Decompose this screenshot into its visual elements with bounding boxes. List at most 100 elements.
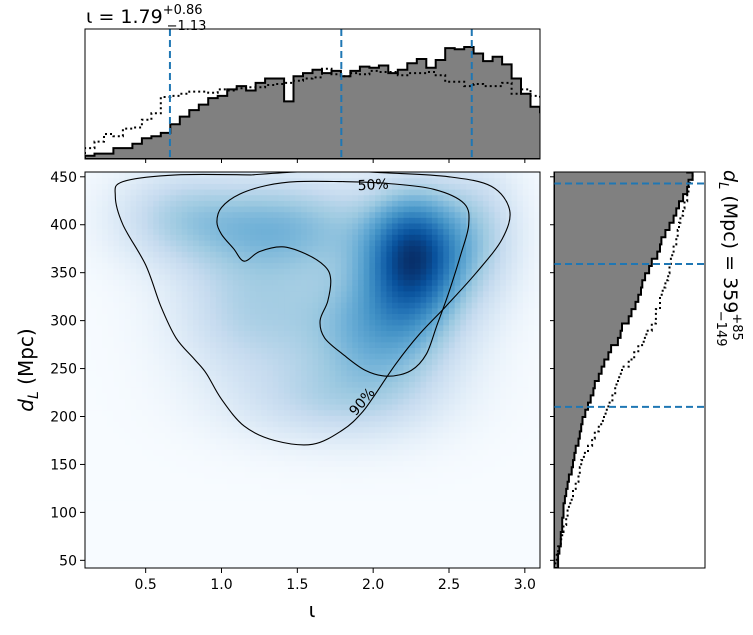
heatmap-cell — [164, 239, 171, 247]
heatmap-cell — [289, 500, 297, 507]
heatmap-cell — [454, 313, 461, 320]
heatmap-cell — [346, 336, 353, 343]
heatmap-cell — [340, 556, 348, 563]
heatmap-cell — [397, 505, 405, 513]
heatmap-cell — [397, 296, 405, 303]
heatmap-cell — [255, 358, 262, 365]
heatmap-cell — [193, 466, 200, 473]
heatmap-cell — [124, 500, 132, 507]
heatmap-cell — [176, 432, 183, 439]
heatmap-cell — [352, 420, 359, 428]
heatmap-cell — [358, 330, 365, 337]
heatmap-cell — [295, 466, 302, 473]
heatmap-cell — [346, 539, 353, 546]
heatmap-cell — [204, 222, 211, 230]
heatmap-cell — [221, 279, 228, 286]
heatmap-cell — [488, 494, 496, 501]
heatmap-cell — [329, 556, 336, 563]
heatmap-cell — [102, 437, 109, 445]
heatmap-cell — [318, 336, 325, 343]
heatmap-cell — [420, 285, 427, 292]
heatmap-cell — [130, 324, 137, 331]
heatmap-cell — [221, 290, 228, 298]
heatmap-cell — [130, 217, 137, 224]
heatmap-cell — [221, 449, 228, 456]
heatmap-cell — [312, 222, 319, 230]
heatmap-cell — [449, 347, 456, 354]
heatmap-cell — [306, 471, 314, 479]
heatmap-cell — [164, 222, 171, 230]
heatmap-cell — [386, 177, 393, 184]
heatmap-cell — [238, 217, 245, 224]
heatmap-cell — [306, 460, 314, 467]
heatmap-cell — [397, 375, 405, 382]
heatmap-cell — [392, 403, 399, 411]
heatmap-cell — [187, 386, 194, 394]
heatmap-cell — [85, 211, 92, 218]
heatmap-cell — [278, 381, 285, 388]
heatmap-cell — [301, 500, 308, 507]
heatmap-cell — [397, 347, 405, 354]
heatmap-cell — [392, 177, 399, 184]
heatmap-cell — [210, 415, 217, 422]
heatmap-cell — [397, 460, 405, 467]
heatmap-cell — [187, 188, 194, 196]
heatmap-cell — [437, 251, 444, 258]
heatmap-cell — [375, 437, 382, 445]
heatmap-cell — [306, 494, 314, 501]
heatmap-cell — [204, 409, 211, 416]
heatmap-cell — [215, 211, 223, 218]
heatmap-cell — [278, 177, 285, 184]
heatmap-cell — [420, 211, 427, 218]
heatmap-cell — [312, 375, 319, 382]
heatmap-cell — [431, 262, 439, 269]
heatmap-cell — [375, 330, 382, 337]
heatmap-cell — [124, 330, 132, 337]
heatmap-cell — [335, 217, 342, 224]
heatmap-cell — [426, 245, 433, 252]
heatmap-cell — [136, 494, 143, 501]
heatmap-cell — [318, 392, 325, 399]
heatmap-cell — [335, 460, 342, 467]
heatmap-cell — [198, 471, 206, 479]
heatmap-cell — [460, 545, 467, 552]
heatmap-cell — [318, 245, 325, 252]
heatmap-cell — [471, 324, 479, 331]
heatmap-cell — [193, 290, 200, 298]
heatmap-cell — [227, 194, 234, 201]
heatmap-cell — [375, 251, 382, 258]
heatmap-cell — [85, 505, 92, 513]
heatmap-cell — [409, 268, 416, 275]
heatmap-cell — [323, 511, 331, 518]
heatmap-cell — [466, 205, 473, 213]
heatmap-cell — [295, 177, 302, 184]
heatmap-cell — [267, 205, 274, 213]
heatmap-cell — [460, 381, 467, 388]
heatmap-cell — [352, 534, 359, 541]
heatmap-cell — [392, 449, 399, 456]
heatmap-cell — [284, 228, 291, 235]
heatmap-cell — [187, 256, 194, 264]
heatmap-cell — [232, 403, 240, 411]
heatmap-cell — [312, 505, 319, 513]
heatmap-cell — [329, 364, 336, 371]
heatmap-cell — [119, 460, 126, 467]
heatmap-cell — [210, 505, 217, 513]
heatmap-cell — [289, 200, 297, 207]
heatmap-cell — [289, 556, 297, 563]
heatmap-cell — [164, 534, 171, 541]
heatmap-cell — [414, 177, 422, 184]
heatmap-cell — [181, 403, 188, 411]
heatmap-cell — [130, 370, 137, 377]
heatmap-cell — [141, 381, 149, 388]
heatmap-cell — [249, 432, 257, 439]
heatmap-cell — [471, 454, 479, 462]
heatmap-cell — [238, 211, 245, 218]
heatmap-cell — [306, 183, 314, 190]
heatmap-cell — [249, 319, 257, 326]
heatmap-cell — [449, 477, 456, 484]
heatmap-cell — [403, 534, 410, 541]
heatmap-cell — [466, 341, 473, 348]
heatmap-cell — [267, 471, 274, 479]
heatmap-cell — [227, 324, 234, 331]
